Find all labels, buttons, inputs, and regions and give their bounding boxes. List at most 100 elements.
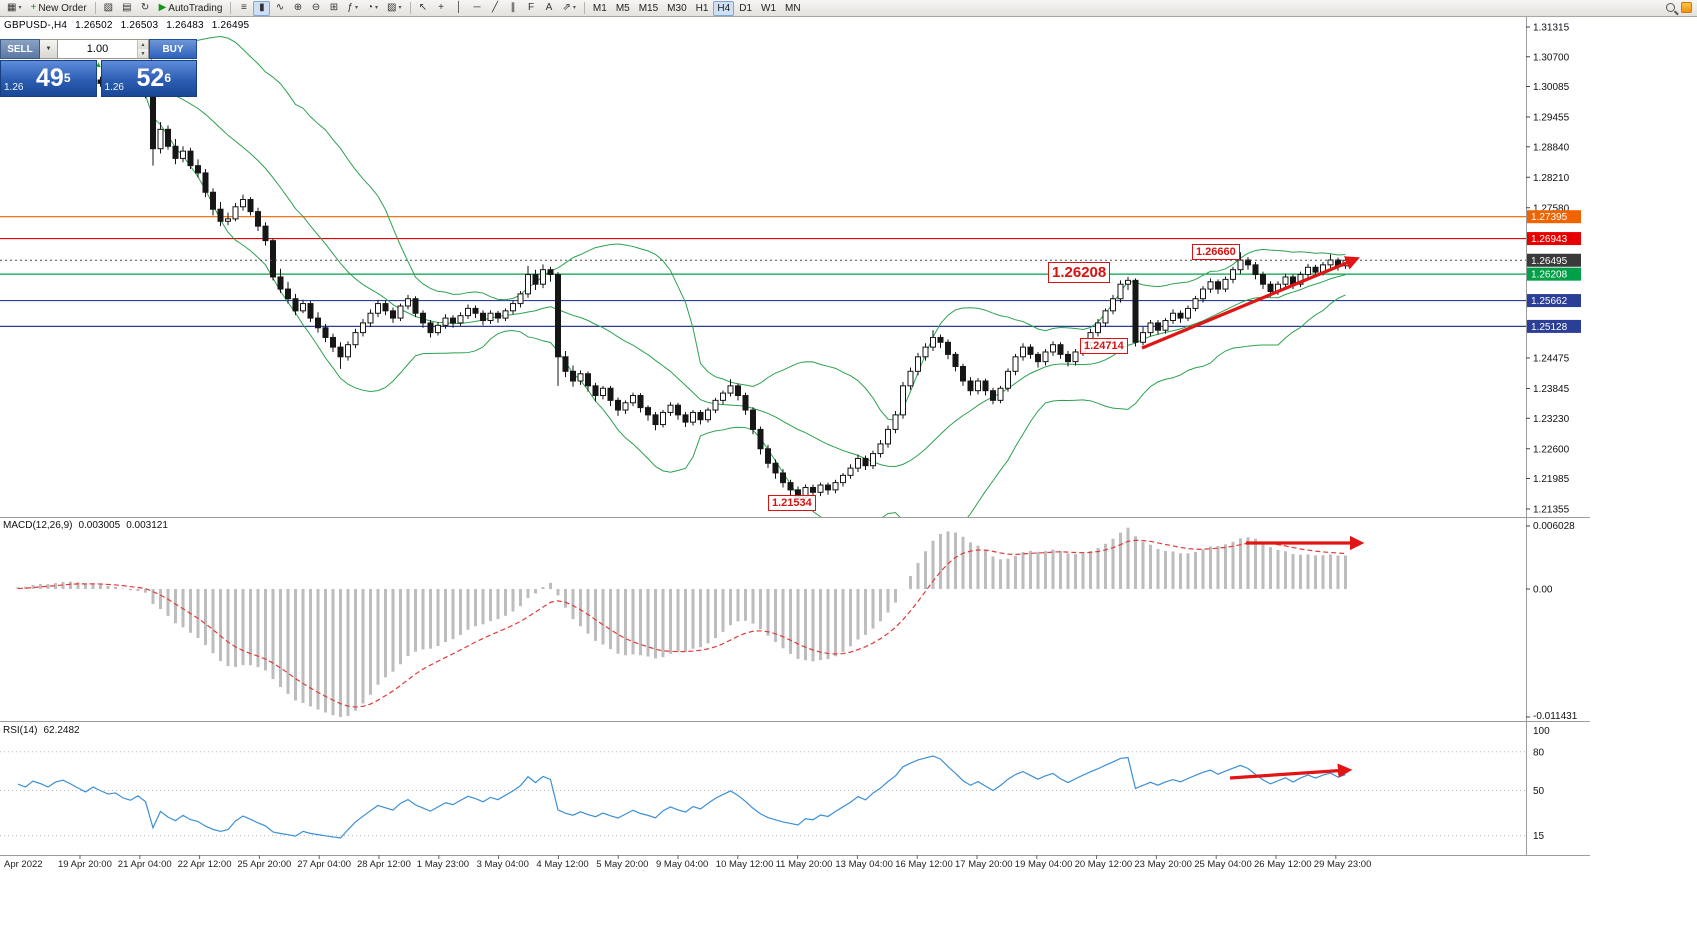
stepper-up-icon[interactable]: ▲ [138,40,148,49]
tile-windows-icon: ⊞ [329,2,339,13]
sell-button[interactable]: SELL [0,39,40,59]
templates-button[interactable]: ▨ ▾ [383,1,405,16]
arrows-icon: ⇗ [562,2,571,13]
timeframe-h1-button[interactable]: H1 [692,1,713,16]
timeframe-mn-label: MN [785,2,801,14]
svg-text:0.00: 0.00 [1533,585,1553,596]
timeframe-m30-button[interactable]: M30 [663,1,690,16]
timeframe-m5-button[interactable]: M5 [612,1,634,16]
svg-text:1.25662: 1.25662 [1531,296,1568,307]
trendline-icon: ╱ [491,2,499,13]
svg-text:25 Apr 20:00: 25 Apr 20:00 [237,859,291,870]
cursor-button[interactable]: ↖ [415,1,432,16]
buy-button[interactable]: BUY [149,39,197,59]
svg-text:1.30085: 1.30085 [1533,82,1570,93]
svg-text:1.28210: 1.28210 [1533,173,1570,184]
chart-canvas[interactable]: 1.31315 1.30700 1.30085 1.29455 1.28840 1.282… [0,17,1697,943]
rsi-line [17,755,1346,839]
zoom-out-button[interactable]: ⊖ [307,1,324,16]
text-button[interactable]: A [541,1,558,16]
timeframe-w1-button[interactable]: W1 [757,1,780,16]
timeframe-w1-label: W1 [761,2,777,14]
line-chart-icon: ∿ [275,2,285,13]
time-axis[interactable]: Apr 2022 19 Apr 20:00 21 Apr 04:00 22 Apr 1… [4,855,1371,870]
bar-low: 1.26483 [166,20,204,31]
svg-text:15: 15 [1533,831,1545,842]
rsi-value: 62.2482 [43,725,80,736]
search-icon[interactable] [1666,3,1675,12]
stepper-down-icon[interactable]: ▼ [138,49,148,58]
macd-indicator-label: MACD(12,26,9) 0.003005 0.003121 [3,520,174,531]
channel-button[interactable]: ∥ [505,1,522,16]
buy-price-pip: 6 [164,70,171,85]
new-chart-icon: ▦ [7,2,17,13]
price-tag [1527,267,1581,281]
svg-text:9 May 04:00: 9 May 04:00 [656,859,708,870]
price-annotation[interactable]: 1.26208 [1048,262,1111,283]
svg-text:1.26495: 1.26495 [1531,256,1568,267]
autotrading-icon: ▶ [158,2,167,13]
main-price-pane [0,36,1526,517]
toolbar-separator [230,2,232,14]
tile-windows-button[interactable]: ⊞ [325,1,342,16]
timeframe-d1-label: D1 [739,2,753,14]
price-annotation[interactable]: 1.24714 [1080,338,1128,354]
horizontal-line-button[interactable]: ─ [469,1,486,16]
bollinger-band-line [145,95,1346,517]
volume-stepper[interactable]: ▲ ▼ [137,40,148,58]
vertical-line-button[interactable]: │ [451,1,468,16]
toolbar-separator [583,2,585,14]
buy-price-big: 52 [136,64,165,92]
svg-text:29 May 23:00: 29 May 23:00 [1314,859,1372,870]
svg-text:19 Apr 20:00: 19 Apr 20:00 [58,859,112,870]
bollinger-band-line [145,36,1346,422]
new-chart-button[interactable]: ▦ ▾ [3,1,25,16]
buy-price-prefix: 1.26 [104,82,124,93]
buy-price-box[interactable]: 1.26 52 6 [100,60,197,97]
arrows-button[interactable]: ⇗ ▾ [559,1,580,16]
volume-input[interactable]: 1.00 ▲ ▼ [58,39,149,59]
zoom-out-icon: ⊖ [311,2,321,13]
sell-price-box[interactable]: 1.26 49 5 [0,60,97,97]
trendline-button[interactable]: ╱ [487,1,504,16]
price-annotation[interactable]: 1.26660 [1192,244,1240,260]
svg-text:100: 100 [1533,726,1550,737]
candlestick-chart-button[interactable]: ▮ [253,0,271,16]
line-chart-button[interactable]: ∿ [271,1,288,16]
price-tag [1527,294,1581,308]
bar-close: 1.26495 [211,20,250,31]
templates-icon: ▨ [387,2,397,13]
crosshair-button[interactable]: + [433,1,450,16]
new-order-button[interactable]: + New Order [26,1,90,16]
timeframe-m1-button[interactable]: M1 [589,1,611,16]
indicators-button[interactable]: ƒ ▾ [343,1,362,16]
timeframe-mn-button[interactable]: MN [781,1,805,16]
refresh-icon: ↻ [140,2,150,13]
timeframe-m5-label: M5 [615,2,630,14]
svg-text:-0.011431: -0.011431 [1533,711,1578,722]
svg-text:1.27395: 1.27395 [1531,212,1568,223]
charts-layout-button[interactable]: ▤ [118,1,135,16]
volume-preset-dropdown[interactable]: ▼ [40,39,58,59]
fibonacci-button[interactable]: F [523,1,540,16]
profiles-button[interactable]: ▧ [100,1,117,16]
timeframe-m15-button[interactable]: M15 [635,1,662,16]
svg-text:50: 50 [1533,786,1545,797]
trend-arrow[interactable] [1229,763,1353,780]
price-annotation[interactable]: 1.21534 [768,495,816,511]
community-icon[interactable] [1681,2,1692,13]
autotrading-button[interactable]: ▶ AutoTrading [155,1,227,16]
zoom-in-button[interactable]: ⊕ [289,1,306,16]
rsi-pane: 100 80 50 15 [0,726,1550,842]
svg-text:1.30700: 1.30700 [1533,52,1570,63]
timeframe-d1-button[interactable]: D1 [735,1,756,16]
timeframe-h4-button[interactable]: H4 [713,0,735,16]
svg-text:80: 80 [1533,747,1545,758]
price-axis[interactable]: 1.31315 1.30700 1.30085 1.29455 1.28840 1.282… [1526,23,1581,516]
sell-price-pip: 5 [63,70,71,85]
periods-button[interactable]: ◔ ▾ [363,1,382,16]
bar-chart-button[interactable]: ≡ [235,1,252,16]
trend-arrow[interactable] [1141,256,1360,350]
refresh-button[interactable]: ↻ [137,1,154,16]
svg-text:11 May 20:00: 11 May 20:00 [776,859,833,870]
